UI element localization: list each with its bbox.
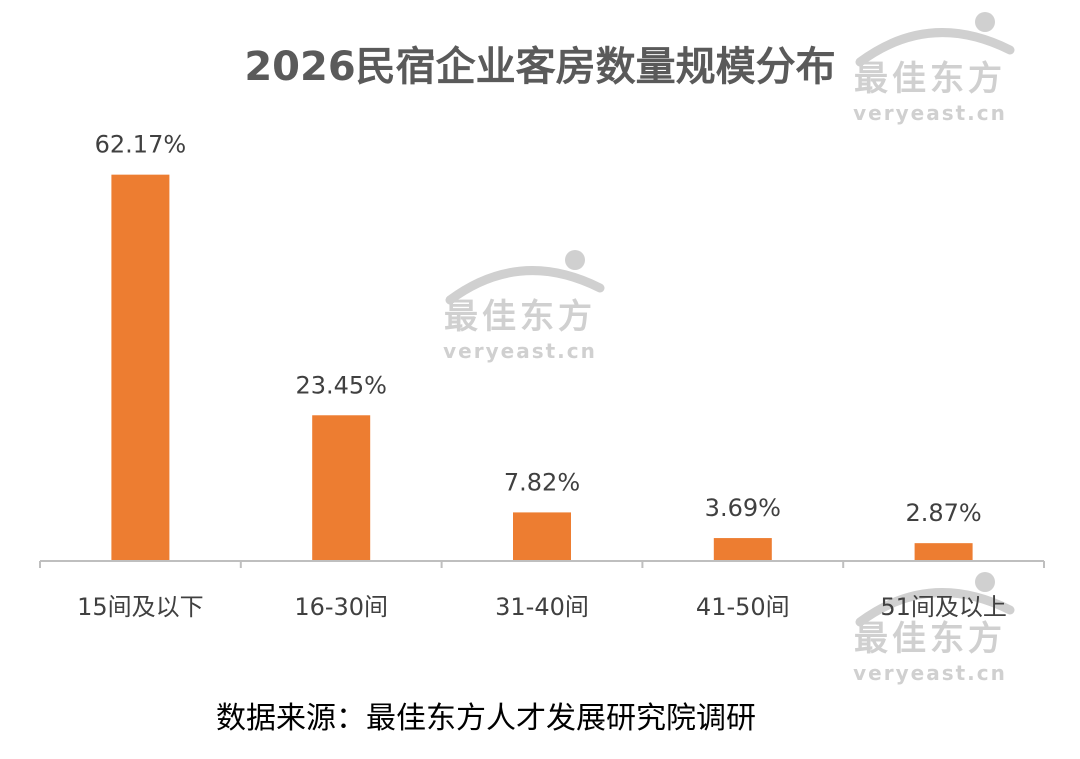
watermark-swoosh bbox=[855, 588, 1015, 627]
watermark-cn: 最佳东方 bbox=[444, 297, 596, 337]
watermark-cn: 最佳东方 bbox=[854, 619, 1006, 659]
x-tick-label: 16-30间 bbox=[294, 593, 388, 621]
watermark-swoosh bbox=[445, 266, 605, 305]
watermark-dot bbox=[975, 572, 995, 592]
x-tick-label: 51间及以上 bbox=[880, 593, 1007, 621]
bar bbox=[914, 543, 973, 561]
watermark-dot bbox=[565, 250, 585, 270]
x-tick-label: 31-40间 bbox=[495, 593, 589, 621]
bar-group bbox=[111, 174, 973, 562]
watermark-en: veryeast.cn bbox=[853, 101, 1007, 125]
source-note: 数据来源：最佳东方人才发展研究院调研 bbox=[216, 701, 756, 736]
data-label: 3.69% bbox=[705, 494, 781, 522]
watermark-en: veryeast.cn bbox=[443, 339, 597, 363]
watermark-group: 最佳东方veryeast.cn最佳东方veryeast.cn最佳东方veryea… bbox=[443, 12, 1015, 685]
bar bbox=[513, 512, 571, 561]
bar bbox=[713, 538, 772, 561]
x-tick-label: 15间及以下 bbox=[77, 593, 204, 621]
data-label: 2.87% bbox=[905, 499, 981, 527]
bar bbox=[111, 174, 170, 562]
data-label-group: 62.17% 23.45% 7.82% 3.69% 2.87% bbox=[95, 131, 982, 528]
x-tick-label: 41-50间 bbox=[696, 593, 790, 621]
data-label: 62.17% bbox=[95, 131, 187, 159]
watermark-dot bbox=[975, 12, 995, 32]
watermark-swoosh bbox=[855, 28, 1015, 67]
x-axis bbox=[39, 560, 1045, 568]
x-tick-label-group: 15间及以下 16-30间 31-40间 41-50间 51间及以上 bbox=[77, 593, 1007, 621]
chart-title: 2026民宿企业客房数量规模分布 bbox=[244, 44, 835, 90]
bar bbox=[312, 415, 371, 561]
watermark-cn: 最佳东方 bbox=[854, 59, 1006, 99]
data-label: 23.45% bbox=[295, 371, 387, 399]
watermark-en: veryeast.cn bbox=[853, 661, 1007, 685]
data-label: 7.82% bbox=[504, 468, 580, 496]
